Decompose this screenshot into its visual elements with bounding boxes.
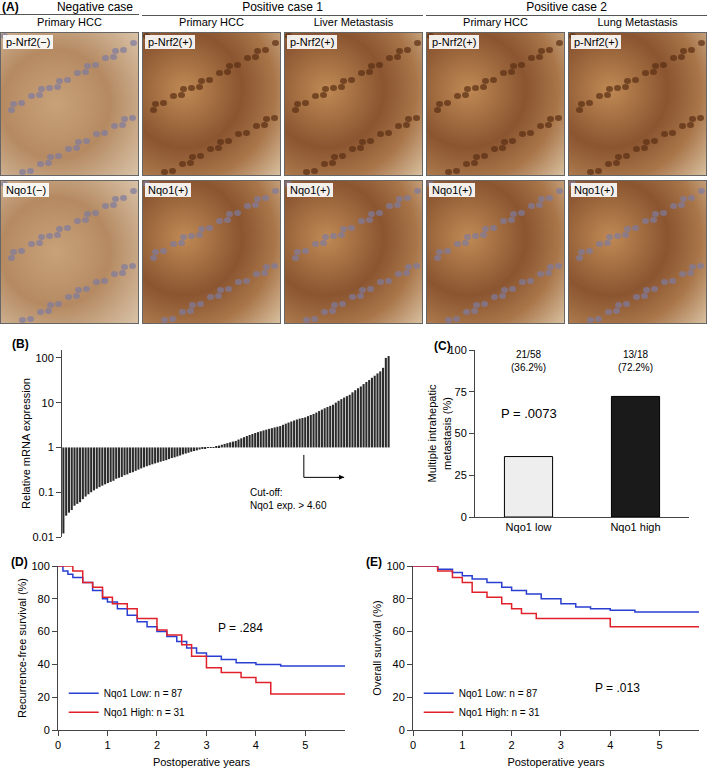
html-text:p-Nrf2(−): p-Nrf2(−) (6, 36, 51, 48)
svg-text:Postoperative years: Postoperative years (153, 756, 251, 768)
svg-text:3: 3 (203, 739, 209, 751)
html-text:Nqo1(+): Nqo1(+) (290, 184, 330, 196)
html-text:Primary HCC: Primary HCC (463, 16, 528, 28)
html-text:Negative case: Negative case (57, 0, 133, 14)
svg-text:20: 20 (38, 691, 50, 703)
html-text:Lung Metastasis: Lung Metastasis (597, 16, 678, 28)
svg-text:Recurrence-free survival (%): Recurrence-free survival (%) (16, 578, 28, 718)
svg-text:Nqo1 High: n = 31: Nqo1 High: n = 31 (459, 707, 540, 718)
html-text:p-Nrf2(+): p-Nrf2(+) (574, 36, 619, 48)
html-text:Nqo1(+): Nqo1(+) (432, 184, 472, 196)
svg-text:Postoperative years: Postoperative years (507, 756, 605, 768)
svg-text:100: 100 (386, 560, 404, 572)
svg-text:1: 1 (104, 739, 110, 751)
svg-text:0: 0 (410, 739, 416, 751)
svg-text:Cut-off:Nqo1 exp. > 4.60: Cut-off:Nqo1 exp. > 4.60 (250, 487, 327, 511)
svg-text:13/18(72.2%): 13/18(72.2%) (618, 349, 653, 373)
svg-text:0: 0 (461, 511, 467, 523)
svg-text:100: 100 (35, 352, 53, 364)
svg-text:Nqo1 Low: n = 87: Nqo1 Low: n = 87 (459, 688, 538, 699)
svg-text:80: 80 (38, 593, 50, 605)
html-text:Positive case 2: Positive case 2 (526, 0, 607, 14)
html-text:Positive case 1: Positive case 1 (242, 0, 323, 14)
svg-text:(B): (B) (12, 337, 29, 351)
svg-text:Multiple intrahepaticmetastasi: Multiple intrahepaticmetastasis (%) (426, 384, 452, 482)
svg-text:75: 75 (455, 386, 467, 398)
svg-text:P = .284: P = .284 (218, 621, 263, 635)
svg-text:2: 2 (154, 739, 160, 751)
svg-text:Nqo1 Low: n = 87: Nqo1 Low: n = 87 (104, 688, 183, 699)
svg-text:0: 0 (44, 724, 50, 736)
svg-text:21/58(36.2%): 21/58(36.2%) (511, 349, 546, 373)
svg-text:P = .0073: P = .0073 (501, 406, 557, 421)
svg-text:40: 40 (393, 658, 405, 670)
html-text:Primary HCC: Primary HCC (37, 16, 102, 28)
svg-text:4: 4 (607, 739, 613, 751)
svg-text:100: 100 (448, 344, 466, 356)
html-text:(A): (A) (2, 0, 19, 14)
svg-text:Relative mRNA expression: Relative mRNA expression (20, 378, 32, 509)
svg-text:0: 0 (399, 724, 405, 736)
svg-text:80: 80 (393, 593, 405, 605)
html-text:Primary HCC: Primary HCC (179, 16, 244, 28)
svg-text:0.01: 0.01 (32, 531, 53, 543)
svg-text:P = .013: P = .013 (595, 681, 640, 695)
html-text:Nqo1(−): Nqo1(−) (6, 184, 46, 196)
html-text:p-Nrf2(+): p-Nrf2(+) (290, 36, 335, 48)
svg-text:10: 10 (42, 397, 54, 409)
svg-text:3: 3 (558, 739, 564, 751)
svg-text:(C): (C) (434, 339, 451, 353)
svg-text:1: 1 (459, 739, 465, 751)
svg-text:100: 100 (31, 560, 49, 572)
html-text:Liver Metastasis: Liver Metastasis (313, 16, 394, 28)
html-text:Nqo1(+): Nqo1(+) (148, 184, 188, 196)
svg-text:(E): (E) (366, 555, 382, 569)
svg-text:40: 40 (38, 658, 50, 670)
svg-text:0: 0 (55, 739, 61, 751)
html-text:p-Nrf2(+): p-Nrf2(+) (432, 36, 477, 48)
svg-text:60: 60 (38, 625, 50, 637)
svg-text:Overall survival (%): Overall survival (%) (371, 600, 383, 695)
svg-text:5: 5 (302, 739, 308, 751)
svg-text:1: 1 (48, 441, 54, 453)
svg-text:4: 4 (253, 739, 259, 751)
svg-text:50: 50 (455, 427, 467, 439)
svg-text:Nqo1 low: Nqo1 low (506, 521, 552, 533)
svg-text:Nqo1 High: n = 31: Nqo1 High: n = 31 (104, 707, 185, 718)
svg-text:5: 5 (656, 739, 662, 751)
svg-text:(D): (D) (11, 555, 28, 569)
svg-text:0.1: 0.1 (39, 486, 54, 498)
html-text:Nqo1(+): Nqo1(+) (574, 184, 614, 196)
svg-text:Nqo1 high: Nqo1 high (610, 521, 660, 533)
svg-text:2: 2 (509, 739, 515, 751)
svg-text:25: 25 (455, 469, 467, 481)
svg-text:60: 60 (393, 625, 405, 637)
svg-text:20: 20 (393, 691, 405, 703)
html-text:p-Nrf2(+): p-Nrf2(+) (148, 36, 193, 48)
